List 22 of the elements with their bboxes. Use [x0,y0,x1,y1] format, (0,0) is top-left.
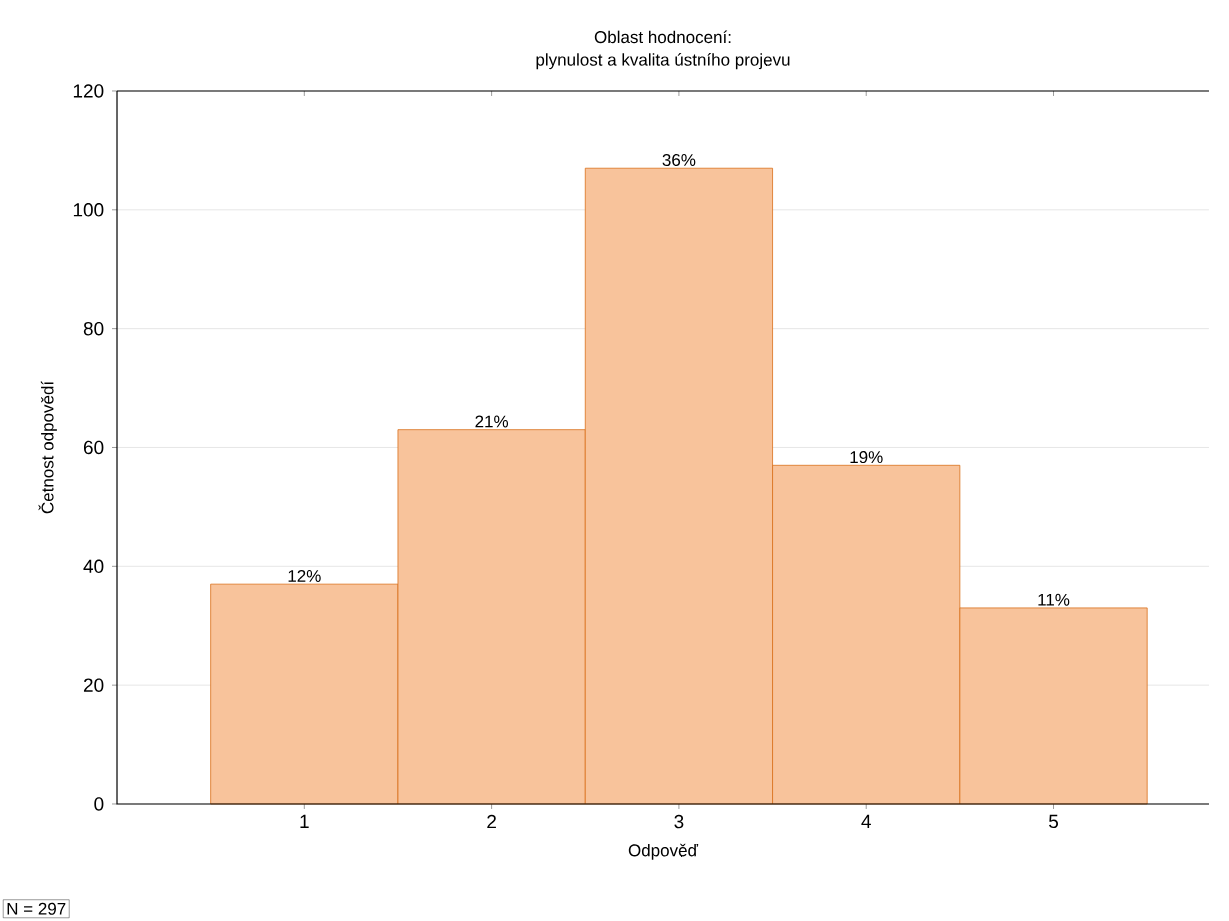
y-axis-title: Četnost odpovědí [38,380,57,514]
x-axis-title: Odpověď [628,843,699,860]
y-tick-label: 60 [83,440,104,455]
annotation: 36% [662,153,696,167]
y-tick-label: 0 [94,797,104,811]
x-tick-label: 1 [300,814,309,828]
y-tick-label: 40 [83,559,104,574]
x-tick-label: 3 [674,814,684,829]
y-tick-label: 120 [73,84,104,98]
annotation: 21% [475,415,509,428]
text: N = 297 [7,902,66,915]
y-tick-label: 80 [83,321,104,336]
chart-subtitle: plynulost a kvalita ústního projevu [536,53,790,70]
annotation: 11% [1038,593,1070,606]
y-tick-label: 100 [73,203,104,217]
x-tick-label: 4 [861,814,871,828]
x-tick-label: 5 [1049,814,1058,829]
annotation: 12% [288,569,321,582]
chart-title: Oblast hodnocení: [594,30,731,44]
annotation: 19% [850,451,883,464]
y-tick-label: 20 [83,678,104,692]
x-tick-label: 2 [487,814,496,829]
